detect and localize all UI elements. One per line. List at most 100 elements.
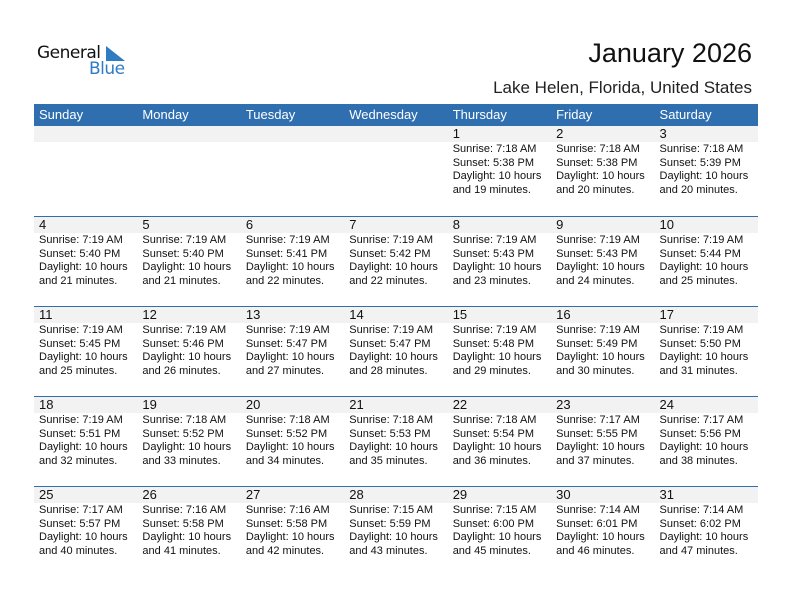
sunset: Sunset: 5:43 PM — [556, 247, 638, 260]
daylight-minutes: and 20 minutes. — [556, 183, 635, 196]
day-cell: 11 Sunrise: 7:19 AM Sunset: 5:45 PM Dayl… — [34, 307, 137, 396]
sunrise: Sunrise: 7:19 AM — [349, 324, 434, 336]
sunset: Sunset: 5:50 PM — [659, 337, 741, 350]
daylight: Daylight: 10 hours — [142, 261, 232, 274]
sunset: Sunset: 5:53 PM — [349, 427, 431, 440]
logo-word-blue: Blue — [89, 59, 125, 79]
sunset: Sunset: 5:52 PM — [245, 427, 328, 440]
day-cell: 1 Sunrise: 7:18 AM Sunset: 5:38 PM Dayli… — [448, 126, 551, 216]
weekday-friday: Friday — [556, 107, 593, 122]
weekday-thursday: Thursday — [452, 107, 507, 122]
sunrise: Sunrise: 7:19 AM — [142, 234, 227, 246]
daylight: Daylight: 10 hours — [349, 441, 438, 454]
day-number: 8 — [452, 217, 460, 232]
sunset: Sunset: 6:01 PM — [556, 517, 638, 530]
sunset: Sunset: 5:46 PM — [142, 337, 224, 350]
week-row: 11 Sunrise: 7:19 AM Sunset: 5:45 PM Dayl… — [34, 306, 758, 396]
day-cell: 20 Sunrise: 7:18 AM Sunset: 5:52 PM Dayl… — [241, 397, 344, 486]
sunrise: Sunrise: 7:18 AM — [452, 414, 537, 426]
sunset: Sunset: 5:44 PM — [659, 247, 741, 260]
daylight: Daylight: 10 hours — [142, 441, 232, 454]
sunset: Sunset: 5:41 PM — [245, 247, 328, 260]
daylight-minutes: and 28 minutes. — [349, 364, 428, 377]
sunset: Sunset: 5:51 PM — [39, 427, 121, 440]
sunset: Sunset: 5:43 PM — [452, 247, 535, 260]
sunset: Sunset: 5:58 PM — [142, 517, 224, 530]
day-cell: 2 Sunrise: 7:18 AM Sunset: 5:38 PM Dayli… — [551, 126, 654, 216]
daylight-minutes: and 35 minutes. — [349, 454, 428, 467]
day-cell: 30 Sunrise: 7:14 AM Sunset: 6:01 PM Dayl… — [551, 487, 654, 576]
daylight: Daylight: 10 hours — [39, 531, 128, 544]
daylight-minutes: and 37 minutes. — [556, 454, 635, 467]
daylight-minutes: and 36 minutes. — [452, 454, 531, 467]
day-cell: 21 Sunrise: 7:18 AM Sunset: 5:53 PM Dayl… — [344, 397, 447, 486]
day-number: 13 — [245, 307, 261, 322]
day-cell: 22 Sunrise: 7:18 AM Sunset: 5:54 PM Dayl… — [448, 397, 551, 486]
empty-cell — [137, 126, 240, 216]
daylight-minutes: and 41 minutes. — [142, 544, 221, 557]
sunset: Sunset: 5:40 PM — [39, 247, 121, 260]
daylight: Daylight: 10 hours — [452, 441, 542, 454]
empty-cell — [34, 126, 137, 216]
logo-word-general: General — [37, 43, 101, 63]
daylight-minutes: and 21 minutes. — [142, 274, 221, 287]
daylight-minutes: and 31 minutes. — [659, 364, 738, 377]
daylight-minutes: and 21 minutes. — [39, 274, 118, 287]
day-number: 31 — [659, 487, 674, 502]
day-cell: 12 Sunrise: 7:19 AM Sunset: 5:46 PM Dayl… — [137, 307, 240, 396]
daylight: Daylight: 10 hours — [245, 351, 335, 364]
daylight: Daylight: 10 hours — [659, 170, 749, 183]
sunset: Sunset: 5:49 PM — [556, 337, 638, 350]
sunset: Sunset: 5:57 PM — [39, 517, 121, 530]
sunrise: Sunrise: 7:19 AM — [659, 234, 744, 246]
day-number: 24 — [659, 397, 674, 412]
daylight-minutes: and 23 minutes. — [452, 274, 531, 287]
daylight: Daylight: 10 hours — [142, 351, 232, 364]
week-row: 25 Sunrise: 7:17 AM Sunset: 5:57 PM Dayl… — [34, 486, 758, 576]
calendar-grid: 1 Sunrise: 7:18 AM Sunset: 5:38 PM Dayli… — [34, 126, 758, 576]
sunrise: Sunrise: 7:19 AM — [556, 324, 640, 336]
sunrise: Sunrise: 7:19 AM — [349, 234, 434, 246]
day-cell: 14 Sunrise: 7:19 AM Sunset: 5:47 PM Dayl… — [344, 307, 447, 396]
week-row: 4 Sunrise: 7:19 AM Sunset: 5:40 PM Dayli… — [34, 216, 758, 306]
sunrise: Sunrise: 7:19 AM — [39, 324, 123, 336]
page-title: January 2026 — [588, 38, 752, 68]
daylight: Daylight: 10 hours — [349, 351, 438, 364]
sunrise: Sunrise: 7:19 AM — [245, 324, 330, 336]
daylight: Daylight: 10 hours — [659, 531, 749, 544]
day-number: 14 — [349, 307, 364, 322]
daylight-minutes: and 27 minutes. — [245, 364, 325, 377]
day-cell: 31 Sunrise: 7:14 AM Sunset: 6:02 PM Dayl… — [655, 487, 758, 576]
daylight-minutes: and 40 minutes. — [39, 544, 118, 557]
daylight: Daylight: 10 hours — [452, 170, 542, 183]
logo-triangle-icon — [106, 46, 125, 61]
day-number: 15 — [452, 307, 468, 322]
sunrise: Sunrise: 7:18 AM — [349, 414, 434, 426]
daylight: Daylight: 10 hours — [142, 531, 232, 544]
daylight-minutes: and 34 minutes. — [245, 454, 325, 467]
day-number: 28 — [349, 487, 364, 502]
daylight-minutes: and 25 minutes. — [659, 274, 738, 287]
sunrise: Sunrise: 7:18 AM — [556, 143, 640, 155]
daylight: Daylight: 10 hours — [556, 261, 645, 274]
day-number: 2 — [556, 126, 564, 141]
day-cell: 17 Sunrise: 7:19 AM Sunset: 5:50 PM Dayl… — [655, 307, 758, 396]
day-number: 4 — [39, 217, 47, 232]
day-number: 25 — [39, 487, 54, 502]
day-number: 29 — [452, 487, 468, 502]
location: Lake Helen, Florida, United States — [493, 78, 752, 97]
daylight: Daylight: 10 hours — [245, 531, 335, 544]
day-cell: 9 Sunrise: 7:19 AM Sunset: 5:43 PM Dayli… — [551, 217, 654, 306]
sunrise: Sunrise: 7:19 AM — [39, 234, 123, 246]
daylight: Daylight: 10 hours — [452, 351, 542, 364]
day-cell: 10 Sunrise: 7:19 AM Sunset: 5:44 PM Dayl… — [655, 217, 758, 306]
sunset: Sunset: 5:39 PM — [659, 156, 741, 169]
day-number: 1 — [452, 126, 460, 141]
daylight-minutes: and 38 minutes. — [659, 454, 738, 467]
day-number: 17 — [659, 307, 674, 322]
weekday-saturday: Saturday — [659, 107, 712, 122]
sunset: Sunset: 5:38 PM — [452, 156, 535, 169]
day-cell: 23 Sunrise: 7:17 AM Sunset: 5:55 PM Dayl… — [551, 397, 654, 486]
day-number: 7 — [349, 217, 357, 232]
sunrise: Sunrise: 7:16 AM — [245, 504, 330, 516]
